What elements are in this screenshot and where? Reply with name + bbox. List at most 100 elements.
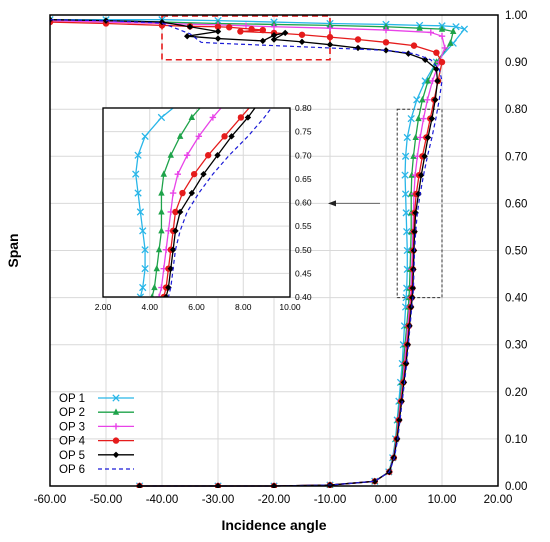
series-layer bbox=[50, 15, 469, 488]
inset-y-tick-label: 0.75 bbox=[295, 127, 312, 137]
data-point bbox=[172, 208, 179, 216]
data-point bbox=[420, 115, 427, 122]
data-point bbox=[167, 151, 174, 158]
data-point bbox=[237, 114, 245, 121]
data-point bbox=[126, 379, 132, 385]
inset-x-tick-label: 2.00 bbox=[95, 302, 112, 312]
inset-y-tick-label: 0.55 bbox=[295, 221, 312, 231]
data-point bbox=[416, 134, 424, 141]
y-tick-label: 0.40 bbox=[505, 293, 527, 305]
data-point bbox=[427, 29, 434, 36]
data-point bbox=[270, 36, 278, 43]
data-point bbox=[155, 293, 163, 297]
data-point bbox=[334, 39, 340, 45]
data-point bbox=[184, 32, 191, 40]
inset-y-tick-label: 0.40 bbox=[295, 292, 312, 302]
series-line bbox=[158, 108, 222, 297]
data-point bbox=[107, 417, 113, 423]
data-point bbox=[137, 360, 143, 366]
series-line bbox=[151, 108, 201, 297]
data-point bbox=[248, 25, 255, 33]
x-tick-label: -40.00 bbox=[146, 494, 179, 506]
y-tick-label: 0.60 bbox=[505, 198, 527, 210]
inset-y-tick-label: 0.65 bbox=[295, 174, 312, 184]
legend-label: OP 1 bbox=[59, 393, 85, 405]
data-point bbox=[176, 208, 184, 216]
data-point bbox=[275, 58, 281, 64]
data-point bbox=[270, 23, 278, 30]
data-point bbox=[112, 423, 120, 430]
data-point bbox=[428, 115, 436, 122]
x-tick-label: -30.00 bbox=[202, 494, 235, 506]
data-point bbox=[438, 32, 446, 40]
data-point bbox=[128, 379, 134, 385]
inset-frame-border bbox=[102, 107, 291, 298]
data-point bbox=[418, 171, 425, 179]
data-point bbox=[174, 170, 181, 178]
plot-frame bbox=[49, 14, 499, 487]
legend-label: OP 4 bbox=[59, 436, 86, 448]
data-point bbox=[422, 56, 429, 63]
data-point bbox=[112, 451, 120, 458]
data-point bbox=[158, 18, 166, 26]
data-point bbox=[411, 228, 418, 235]
inset-y-tick-label: 0.70 bbox=[295, 150, 312, 160]
data-point bbox=[172, 227, 179, 235]
data-point bbox=[382, 26, 390, 34]
data-point bbox=[405, 50, 412, 57]
data-point bbox=[134, 151, 142, 159]
data-point bbox=[188, 113, 196, 121]
data-point bbox=[452, 23, 460, 31]
data-point bbox=[119, 398, 125, 404]
data-point bbox=[169, 189, 177, 197]
series-op-2 bbox=[150, 76, 234, 297]
data-point bbox=[263, 65, 269, 71]
data-point bbox=[421, 153, 428, 160]
data-point bbox=[354, 44, 362, 52]
data-point bbox=[270, 32, 278, 39]
data-point bbox=[6, 478, 12, 484]
data-point bbox=[53, 38, 59, 44]
data-point bbox=[151, 322, 157, 328]
data-point bbox=[226, 24, 233, 31]
data-point bbox=[114, 379, 120, 385]
data-point bbox=[53, 46, 59, 52]
data-point bbox=[214, 23, 222, 30]
data-point bbox=[221, 133, 228, 140]
legend-label: OP 5 bbox=[59, 450, 85, 462]
data-point bbox=[136, 293, 145, 297]
data-point bbox=[433, 49, 440, 56]
data-point bbox=[121, 360, 127, 366]
data-point bbox=[130, 322, 136, 328]
data-point bbox=[100, 417, 106, 423]
data-point bbox=[438, 25, 446, 32]
data-point bbox=[158, 208, 165, 215]
data-point bbox=[447, 39, 454, 46]
data-point bbox=[410, 42, 418, 49]
data-point bbox=[382, 39, 390, 46]
data-point bbox=[413, 96, 421, 104]
legend-label: OP 3 bbox=[59, 421, 85, 433]
data-point bbox=[139, 227, 147, 235]
inset-y-tick-label: 0.50 bbox=[295, 245, 312, 255]
data-point bbox=[139, 283, 147, 292]
y-tick-label: 0.10 bbox=[505, 434, 527, 446]
data-point bbox=[160, 170, 167, 177]
data-point bbox=[112, 408, 120, 415]
data-point bbox=[169, 246, 177, 253]
data-point bbox=[282, 29, 289, 37]
data-point bbox=[112, 394, 120, 402]
data-point bbox=[460, 25, 469, 33]
y-axis-label: Span bbox=[5, 233, 21, 267]
data-point bbox=[402, 360, 410, 367]
y-tick-label: 0.50 bbox=[505, 246, 527, 258]
data-point bbox=[226, 95, 232, 101]
data-point bbox=[204, 152, 212, 159]
data-point bbox=[401, 190, 410, 198]
inset-x-tick-label: 4.00 bbox=[141, 302, 158, 312]
zoom-regions bbox=[161, 15, 443, 299]
data-point bbox=[228, 76, 234, 82]
data-point bbox=[450, 27, 457, 35]
data-point bbox=[263, 58, 269, 64]
data-point bbox=[259, 37, 266, 45]
